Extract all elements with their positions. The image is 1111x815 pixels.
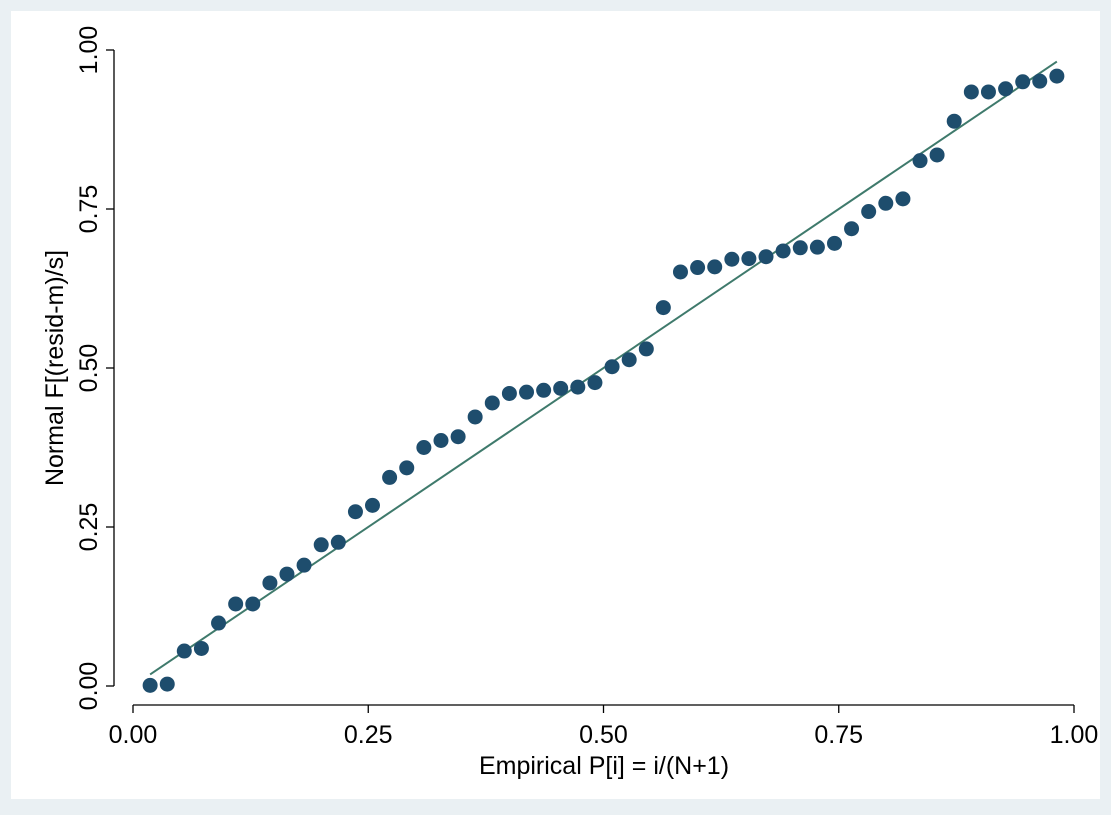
data-point <box>844 221 860 237</box>
data-point <box>792 240 808 256</box>
data-point <box>382 469 398 485</box>
data-point <box>416 440 432 455</box>
data-point <box>501 385 517 401</box>
y-tick-label: 0.25 <box>75 503 103 552</box>
data-point <box>279 566 295 582</box>
data-point <box>484 395 500 411</box>
data-point <box>775 243 791 259</box>
x-tick-label: 0.00 <box>109 721 158 749</box>
data-point <box>946 113 962 129</box>
data-point <box>536 382 552 398</box>
data-point <box>142 677 158 693</box>
data-point <box>364 497 380 513</box>
x-tick-label: 0.25 <box>344 721 393 749</box>
data-point <box>707 259 723 275</box>
data-point <box>638 341 654 357</box>
data-point <box>604 359 620 375</box>
data-point <box>193 640 209 656</box>
data-point <box>296 557 312 573</box>
x-axis-label: Empirical P[i] = i/(N+1) <box>479 752 729 780</box>
y-tick-label: 0.00 <box>75 662 103 711</box>
marks-group <box>142 60 1065 693</box>
data-point <box>262 575 278 591</box>
x-tick-label: 0.75 <box>814 721 863 749</box>
data-point <box>929 147 945 163</box>
data-point <box>553 380 569 396</box>
data-point <box>912 153 928 169</box>
y-tick-label: 0.50 <box>75 344 103 393</box>
data-point <box>809 239 825 255</box>
plot-area <box>11 11 1100 799</box>
data-point <box>724 251 740 267</box>
data-point <box>621 352 637 368</box>
data-point <box>827 235 843 251</box>
data-point <box>861 204 877 220</box>
data-point <box>176 643 192 659</box>
data-point <box>690 260 706 276</box>
data-point <box>159 676 175 692</box>
data-point <box>330 534 346 550</box>
data-point <box>399 460 415 476</box>
axes-group: 0.00 0.25 0.50 0.75 1.00 0.00 0.25 0.50 0.75 1.00 <box>75 26 1098 749</box>
data-point <box>245 596 261 612</box>
y-axis-label: Normal F[(resid-m)/s] <box>41 250 69 486</box>
data-point <box>655 300 671 316</box>
data-point <box>998 81 1014 97</box>
data-point <box>980 84 996 100</box>
data-point <box>519 384 535 400</box>
data-point <box>878 195 894 211</box>
data-point <box>741 251 757 267</box>
data-point <box>211 615 227 631</box>
data-point <box>313 537 329 553</box>
data-point <box>1049 68 1065 84</box>
data-point <box>347 504 363 520</box>
data-point <box>570 379 586 395</box>
data-point <box>450 429 466 445</box>
data-point <box>895 191 911 207</box>
data-point <box>1015 74 1031 90</box>
data-point <box>467 409 483 425</box>
y-tick-label: 1.00 <box>75 26 103 75</box>
data-point <box>672 264 688 280</box>
x-tick-label: 0.50 <box>579 721 628 749</box>
data-point <box>587 375 603 391</box>
data-point <box>433 433 449 449</box>
data-point <box>963 84 979 100</box>
x-tick-label: 1.00 <box>1050 721 1099 749</box>
y-tick-label: 0.75 <box>75 185 103 234</box>
data-point <box>228 596 244 612</box>
reference-line <box>149 60 1058 676</box>
data-point <box>1032 73 1048 89</box>
data-point <box>758 249 774 265</box>
